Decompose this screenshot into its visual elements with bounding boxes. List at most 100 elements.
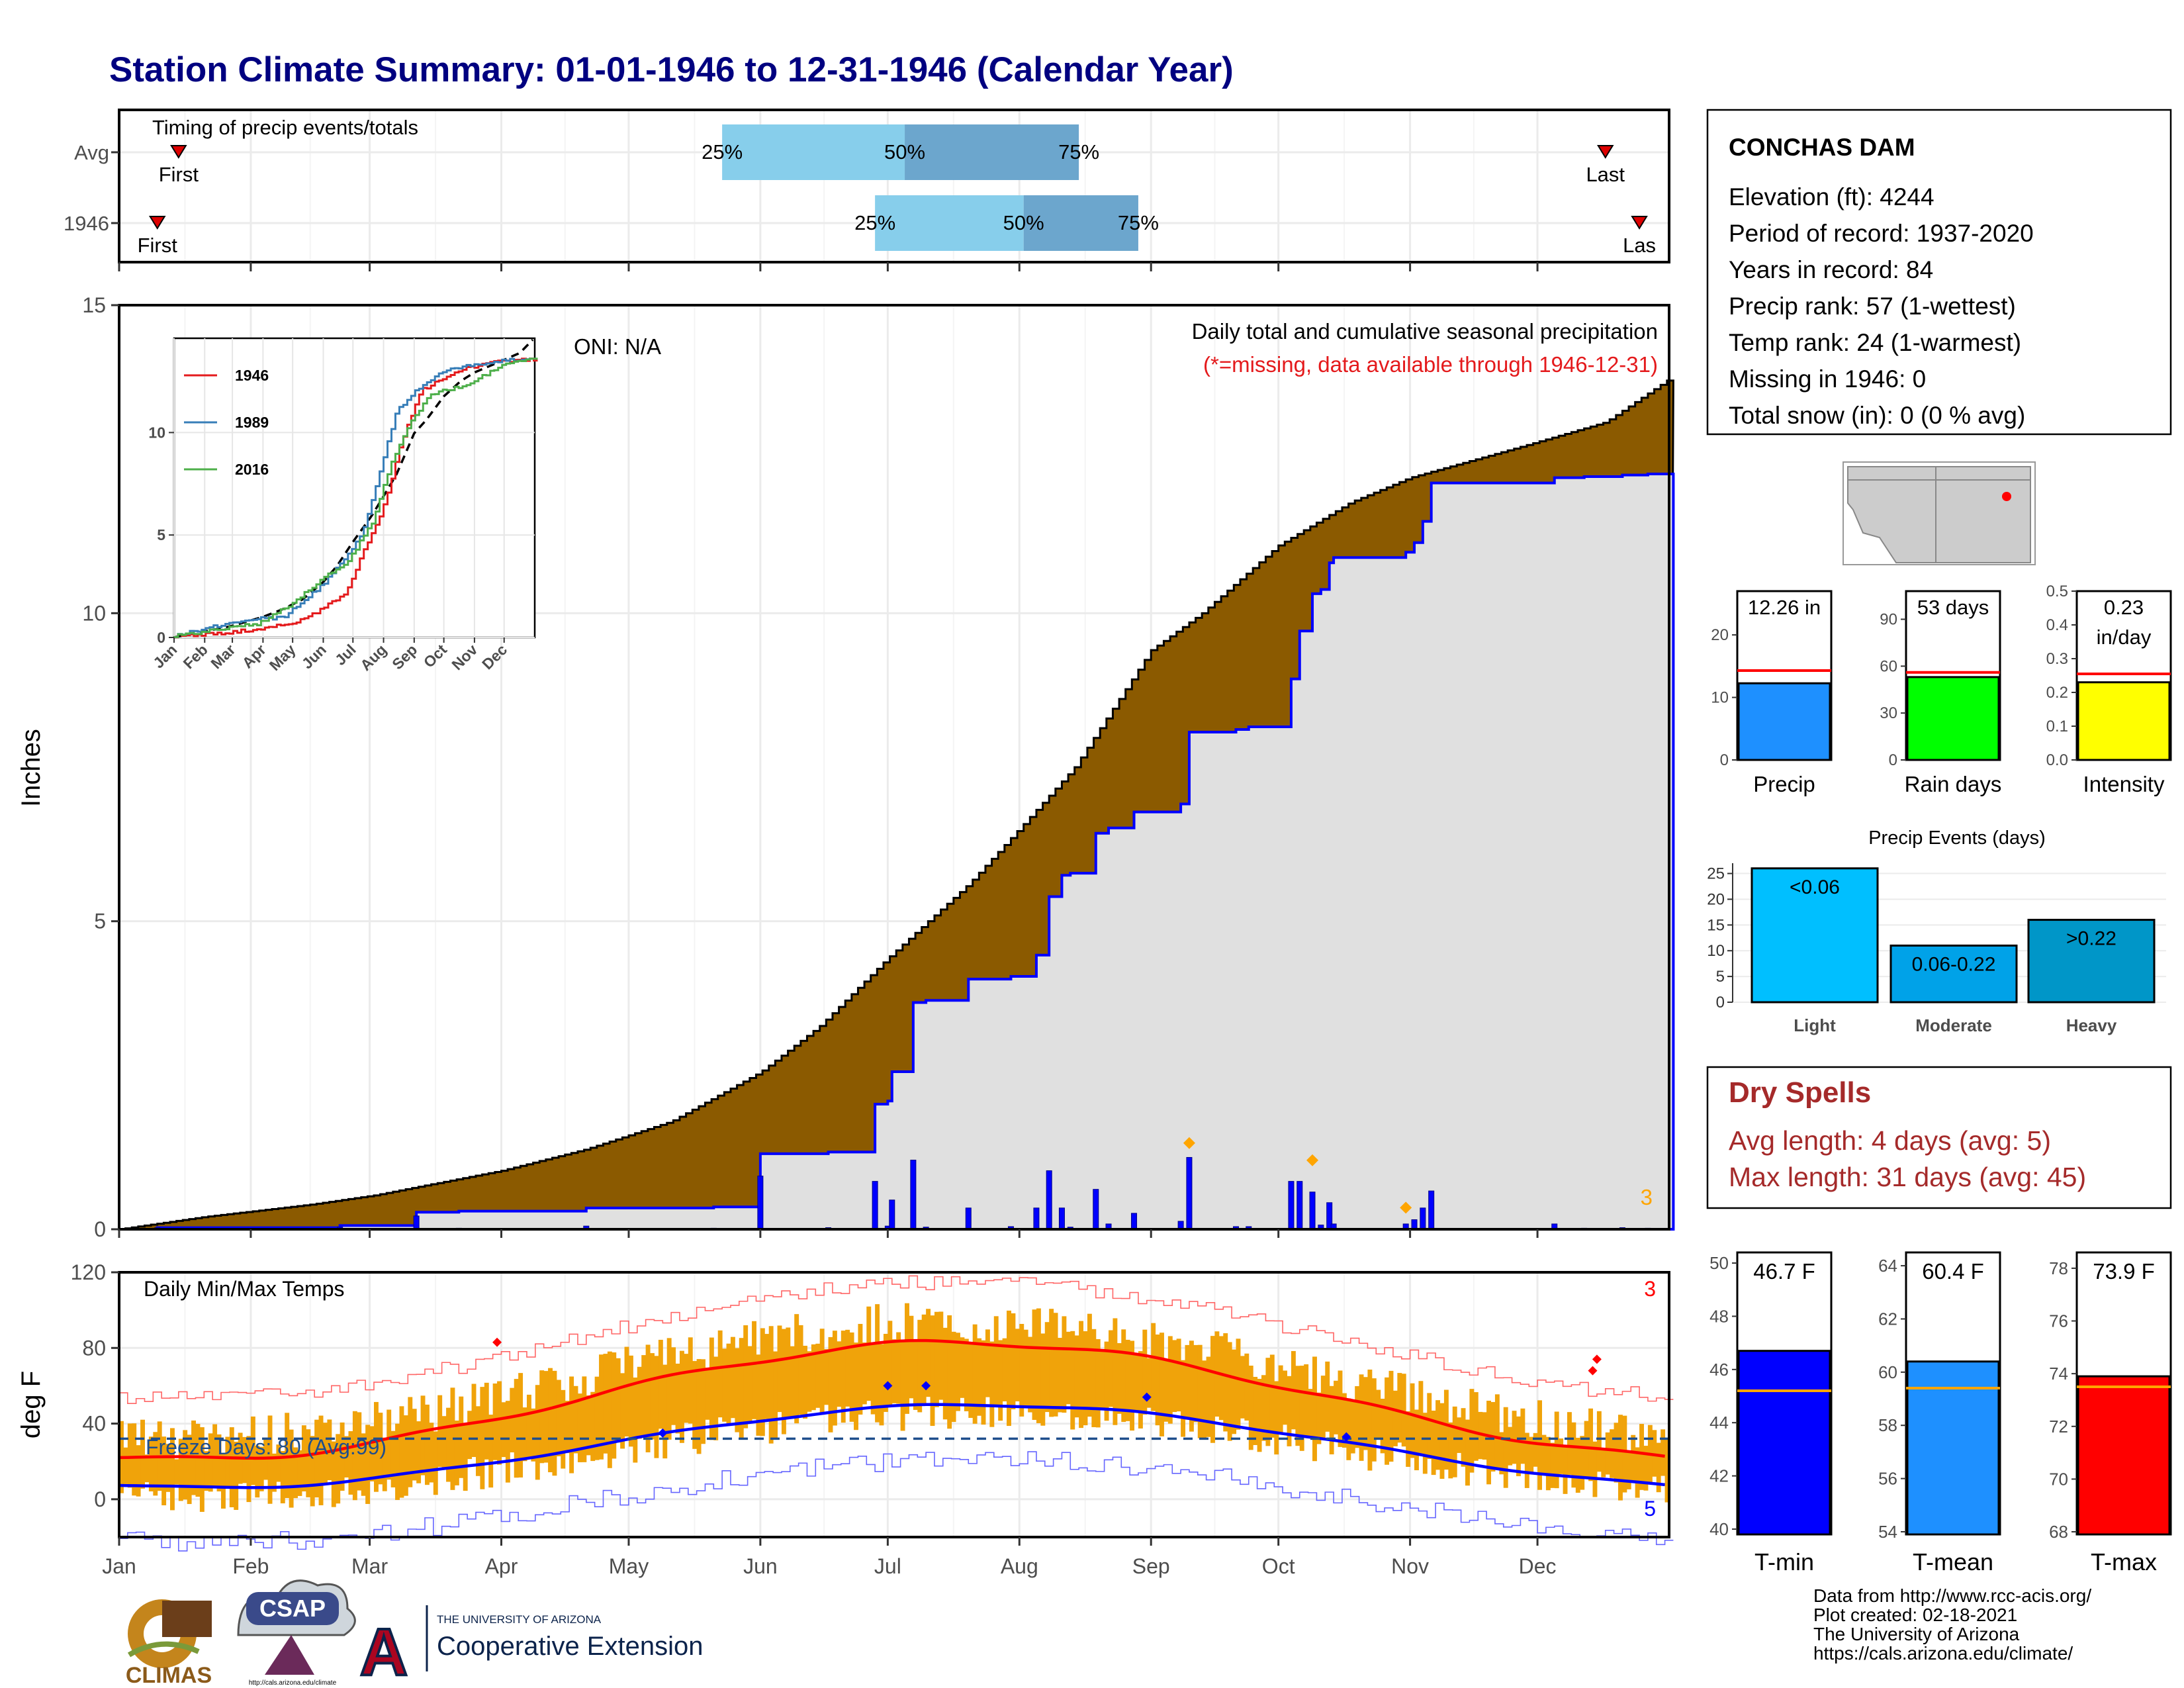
daily-temp-bar [1359,1374,1364,1461]
daily-temp-bar [1452,1406,1457,1477]
timing-p75-label: 75% [1058,140,1099,164]
events-category-label: Light [1794,1015,1836,1035]
summary-value-label: 0.23 [2104,596,2144,619]
summary-axis-label: Intensity [2083,772,2165,796]
credit-line: Data from http://www.rcc-acis.org/ [1813,1585,2091,1606]
daily-temp-bar [747,1346,752,1423]
daily-temp-bar [1109,1330,1113,1407]
timing-p50-label: 50% [1003,211,1044,234]
daily-temp-bar [620,1373,625,1449]
precip-panel-title: Daily total and cumulative seasonal prec… [1192,319,1658,344]
temp-summary-bar [1906,1360,2000,1536]
temp-summary-ytick-label: 64 [1878,1256,1897,1276]
daily-temp-bar [1070,1331,1075,1430]
daily-temp-bar [229,1427,234,1507]
daily-temp-bar [1181,1360,1186,1437]
daily-temp-bar [1397,1373,1402,1443]
daily-temp-bar [387,1409,392,1480]
logos: CLIMAS CSAP http://cals.arizona.edu/clim… [126,1579,703,1688]
inset-ytick-label: 5 [157,526,165,543]
daily-temp-bar [794,1314,799,1424]
daily-temp-bar [1473,1392,1479,1461]
daily-temp-bar [526,1394,531,1460]
daily-temp-bar [1346,1398,1351,1460]
daily-precip-bar [1411,1219,1418,1230]
timing-q1-bar [875,195,1024,251]
daily-temp-bar [289,1429,294,1508]
timing-last-label: Last [1586,163,1625,186]
daily-temp-bar [701,1359,705,1444]
daily-temp-bar [1431,1410,1436,1476]
summary-value-unit: in/day [2097,626,2152,649]
daily-temp-bar [1079,1321,1084,1429]
daily-temp-bar [1121,1329,1126,1423]
daily-temp-bar [1610,1429,1615,1478]
daily-temp-bar [1019,1323,1024,1417]
daily-temp-bar [1512,1411,1517,1464]
daily-temp-bar [1113,1318,1118,1425]
daily-temp-bar [1283,1370,1288,1425]
daily-temp-bar [1151,1323,1156,1411]
summary-rain-days: 53 days 0 30 60 90 Rain days [1880,590,2001,796]
daily-temp-bar [594,1376,600,1460]
daily-temp-bar [1661,1429,1666,1476]
temp-summary-axis-label: T-max [2091,1548,2157,1575]
daily-precip-bar [910,1159,917,1230]
daily-temp-bar [1185,1344,1190,1420]
daily-temp-bar [1206,1356,1211,1437]
summary-value-label: 12.26 in [1748,596,1821,619]
daily-temp-bar [854,1342,858,1430]
events-ytick-label: 15 [1707,916,1725,934]
daily-temp-bar [514,1379,519,1478]
daily-temp-bar [1142,1329,1148,1415]
timing-q2-bar [905,124,1079,180]
daily-precip-bar [1058,1207,1065,1230]
events-bar-light [1751,867,1879,1004]
daily-temp-bar [216,1434,222,1491]
daily-temp-bar [1232,1349,1237,1434]
daily-temp-bar [293,1447,298,1499]
summary-bar [2077,681,2171,761]
daily-temp-bar [1083,1331,1088,1426]
daily-temp-bar [1040,1333,1046,1426]
daily-temp-bar [696,1359,702,1454]
daily-temp-bar [688,1337,693,1424]
timing-first-label: First [159,163,199,186]
daily-temp-bar [369,1426,375,1481]
month-label-mar: Mar [351,1554,388,1578]
daily-temp-bar [713,1356,719,1440]
daily-temp-bar [403,1415,408,1496]
daily-temp-bar [255,1445,260,1498]
temp-summary-ytick-label: 74 [2049,1364,2068,1383]
extreme-precip-marker [1183,1137,1195,1149]
daily-temp-bar [989,1341,995,1427]
daily-temp-bar [1253,1376,1258,1446]
daily-temp-bar [1172,1340,1177,1413]
daily-temp-bar [1601,1449,1606,1477]
daily-temp-bar [340,1422,345,1491]
daily-temp-bar [459,1396,464,1478]
timing-last-marker [1596,145,1614,159]
temp-record-marker [1588,1366,1598,1376]
daily-temp-bar [348,1431,353,1495]
daily-temp-bar [1494,1394,1500,1468]
daily-temp-bar [501,1402,506,1458]
precip-panel: 0 5 10 15 Inches Daily total and cumulative… [17,293,1675,1241]
precip-missing-note: (*=missing, data available through 1946-… [1203,352,1658,377]
daily-temp-bar [280,1451,285,1504]
timing-first-label: First [138,234,178,257]
daily-precip-bar [413,1215,420,1230]
daily-temp-bar [849,1332,854,1422]
daily-temp-bar [195,1423,201,1497]
station-info-line: Years in record: 84 [1729,256,1933,283]
daily-temp-bar [1287,1376,1292,1446]
ua-top-text: THE UNIVERSITY OF ARIZONA [437,1613,602,1626]
daily-temp-bar [985,1329,990,1397]
temp-summary-ytick-label: 40 [1709,1519,1729,1539]
daily-temp-bar [1465,1419,1470,1486]
daily-temp-bar [234,1441,239,1510]
daily-temp-bar [1320,1376,1326,1438]
daily-temp-bar [909,1315,914,1399]
